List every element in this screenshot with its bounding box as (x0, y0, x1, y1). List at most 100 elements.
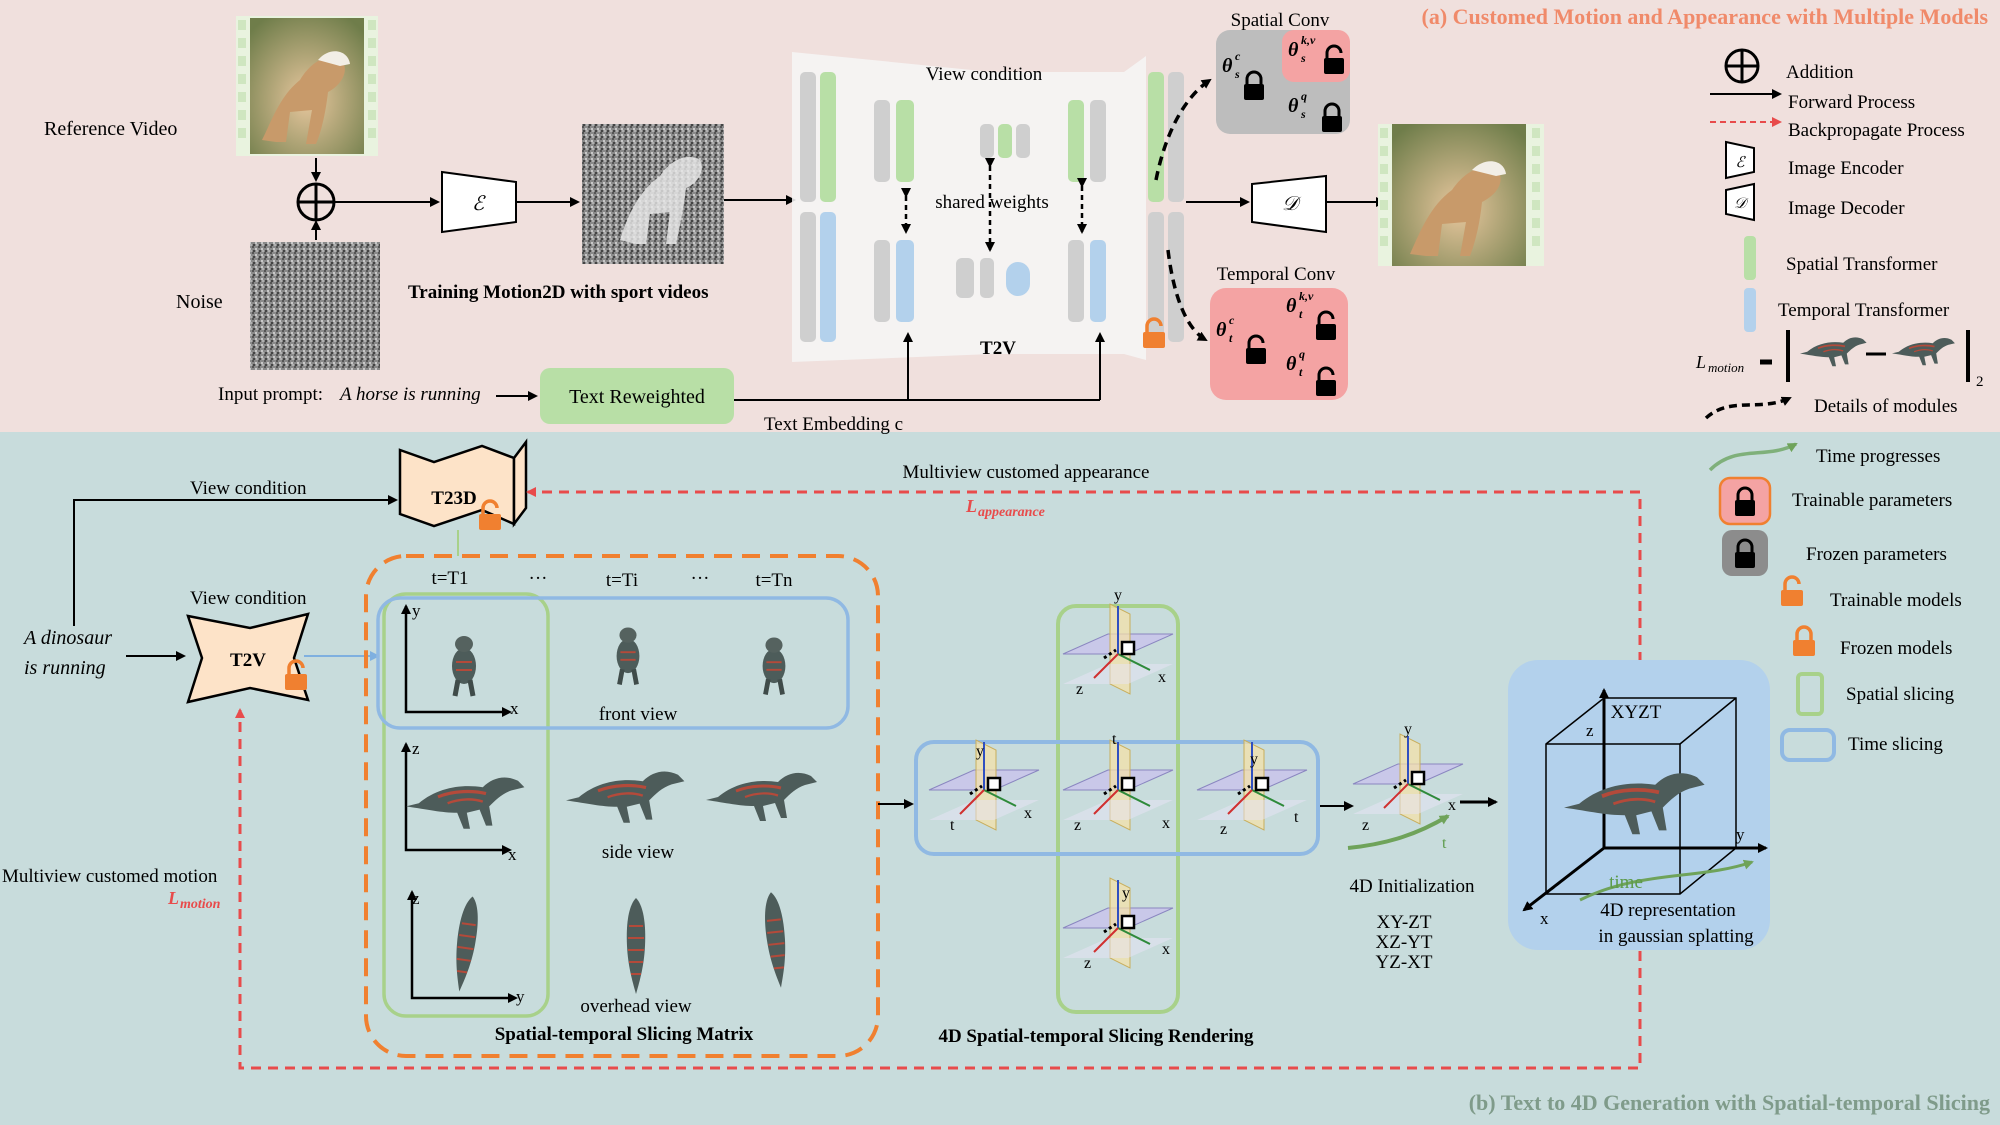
svg-text:x: x (508, 845, 517, 864)
svg-text:θ: θ (1286, 353, 1297, 375)
svg-text:y: y (976, 743, 984, 760)
black-dashed-curve-icon (1704, 396, 1792, 420)
noise-label: Noise (176, 291, 223, 313)
noisy-horse-latent (582, 124, 724, 264)
legend: Addition Forward Process Backpropagate P… (1695, 48, 1984, 762)
time-label-tn: t=Tn (755, 570, 793, 591)
overhead-view-row: z y (407, 889, 792, 1006)
t2v-top-label: T2V (980, 338, 1016, 359)
render-cube-bottom: y z x (1061, 876, 1175, 972)
time-label-ti: t=Ti (606, 570, 638, 591)
render-cube-right: y z t (1195, 738, 1309, 838)
svg-text:k,v: k,v (1301, 33, 1316, 47)
svg-text:z: z (412, 739, 420, 758)
svg-text:motion: motion (1708, 360, 1744, 375)
render-cube-top: y z x (1061, 587, 1175, 698)
svg-text:t: t (1442, 835, 1447, 852)
blue-box-icon (1780, 728, 1836, 762)
multiview-appearance-label: Multiview customed appearance (903, 462, 1150, 483)
svg-text:Trainable parameters: Trainable parameters (1792, 490, 1952, 511)
image-encoder: ℰ (441, 170, 517, 234)
multiview-motion-label: Multiview customed motion (2, 866, 218, 887)
svg-text:z: z (1362, 817, 1369, 834)
svg-text:Addition: Addition (1786, 62, 1854, 83)
svg-text:L: L (1695, 352, 1706, 372)
svg-text:y: y (1736, 825, 1745, 844)
reference-video-frame (236, 16, 378, 156)
svg-text:s: s (1300, 51, 1306, 65)
svg-text:y: y (412, 601, 421, 620)
svg-text:q: q (1299, 347, 1305, 361)
input-prompt-label: Input prompt: (218, 384, 323, 405)
shared-weights-label: shared weights (935, 192, 1048, 213)
side-view-row: z x (401, 739, 819, 864)
output-video-frame (1378, 124, 1544, 266)
svg-text:𝒟: 𝒟 (1734, 196, 1749, 212)
side-view-label: side view (602, 842, 675, 863)
svg-text:ℰ: ℰ (1735, 155, 1746, 171)
svg-text:k,v: k,v (1299, 289, 1314, 303)
svg-text:x: x (510, 699, 519, 718)
svg-text:y: y (1122, 885, 1130, 902)
t2v-bottom-label: T2V (230, 650, 266, 671)
svg-text:t: t (1299, 307, 1303, 321)
view-condition-top: View condition (926, 64, 1043, 85)
render-cube-center: t z x (1061, 731, 1175, 834)
view-condition-t2v: View condition (190, 588, 307, 609)
render-cube-left: y t x (927, 738, 1041, 834)
t2v-model-bottom (186, 612, 310, 704)
overhead-view-label: overhead view (580, 996, 692, 1017)
svg-text:z: z (1074, 817, 1081, 834)
init-cube: y z x t (1347, 721, 1465, 852)
svg-text:Image Encoder: Image Encoder (1788, 158, 1904, 179)
svg-text:z: z (1586, 721, 1594, 740)
time-label-t1: t=T1 (431, 568, 468, 589)
decoder-icon: 𝒟 (1725, 182, 1755, 222)
spatial-slice-column (382, 592, 550, 1018)
svg-text:x: x (1158, 669, 1166, 686)
image-decoder: 𝒟 (1251, 174, 1327, 234)
svg-text:y: y (1404, 721, 1412, 738)
plane-xy-zt: XY-ZT (1377, 912, 1432, 933)
svg-text:Spatial Transformer: Spatial Transformer (1786, 254, 1938, 275)
plane-yz-xt: YZ-XT (1376, 952, 1433, 973)
svg-text:x: x (1162, 815, 1170, 832)
rendering-caption: 4D Spatial-temporal Slicing Rendering (938, 1026, 1254, 1047)
noise-image (250, 242, 380, 370)
svg-text:t: t (950, 817, 955, 834)
addition-icon (296, 182, 336, 222)
svg-text:z: z (1220, 821, 1227, 838)
svg-text:x: x (1540, 909, 1549, 928)
text-reweighted-label: Text Reweighted (569, 386, 705, 408)
svg-text:t: t (1299, 365, 1303, 379)
reference-video-label: Reference Video (44, 118, 177, 140)
svg-text:Trainable models: Trainable models (1830, 590, 1962, 611)
svg-text:θ: θ (1222, 55, 1233, 77)
svg-text:Forward Process: Forward Process (1788, 92, 1915, 113)
dinosaur-prompt-2: is running (24, 657, 106, 679)
svg-text:2: 2 (1976, 374, 1984, 390)
svg-text:s: s (1300, 107, 1306, 121)
svg-text:Frozen parameters: Frozen parameters (1806, 544, 1947, 565)
svg-text:z: z (1076, 681, 1083, 698)
text-embedding-label: Text Embedding c (764, 414, 903, 435)
dinosaur-prompt-1: A dinosaur (22, 627, 112, 649)
front-view-label: front view (599, 704, 678, 725)
svg-text:Time slicing: Time slicing (1848, 734, 1943, 755)
time-ellipsis-2: ··· (691, 568, 710, 589)
svg-text:ℰ: ℰ (472, 193, 486, 215)
init-caption: 4D Initialization (1349, 876, 1475, 897)
green-bar-icon (1744, 236, 1756, 280)
svg-text:x: x (1024, 805, 1032, 822)
text-reweighted-box (540, 368, 734, 424)
circle-plus-icon (1724, 48, 1760, 84)
svg-text:x: x (1162, 941, 1170, 958)
svg-text:𝒟: 𝒟 (1282, 193, 1302, 215)
svg-text:Frozen models: Frozen models (1840, 638, 1952, 659)
training-caption: Training Motion2D with sport videos (408, 282, 709, 303)
blue-bar-icon (1744, 288, 1756, 332)
svg-text:y: y (1114, 587, 1122, 604)
4d-representation: z y x (1508, 660, 1770, 950)
svg-text:z: z (412, 889, 420, 908)
